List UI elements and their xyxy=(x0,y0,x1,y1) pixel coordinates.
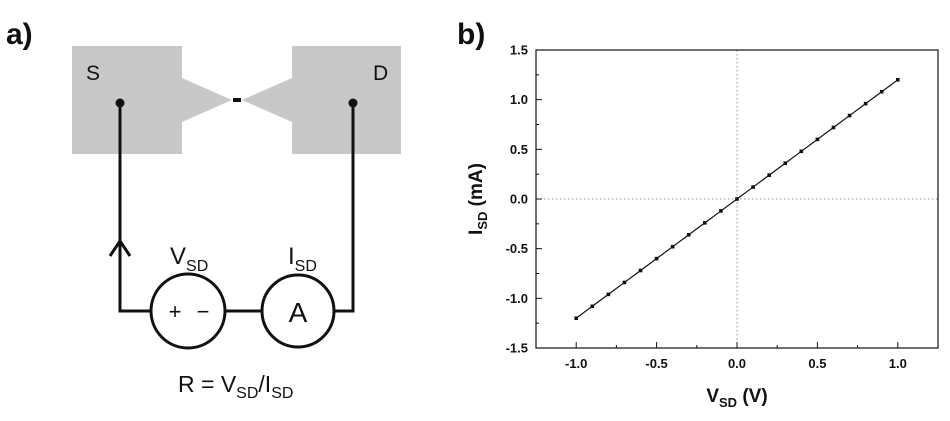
minus-sign: − xyxy=(197,299,210,324)
y-axis-title: ISD (mA) xyxy=(466,163,490,235)
data-point xyxy=(670,244,675,249)
y-tick-label: 0.0 xyxy=(510,192,528,207)
data-point xyxy=(863,101,868,106)
current-label: ISD xyxy=(288,243,317,275)
data-point xyxy=(719,209,723,213)
ammeter-circle xyxy=(260,273,336,349)
data-point xyxy=(767,173,771,177)
voltage-source-circle xyxy=(149,272,227,350)
nanogap-junction xyxy=(233,98,241,102)
voltage-source: + − xyxy=(149,272,227,350)
data-point xyxy=(622,280,627,285)
x-tick-label: 0.5 xyxy=(808,356,826,371)
iv-chart: -1.0 -0.5 0.0 0.5 1.0 -1.5 -1.0 -0.5 0.0 0.5 1.0 1… xyxy=(466,43,939,410)
x-axis-title: VSD (V) xyxy=(706,386,767,410)
y-tick-label: -1.0 xyxy=(506,291,528,306)
data-point xyxy=(638,268,643,273)
ammeter-label: A xyxy=(289,297,308,328)
x-tick-label: -1.0 xyxy=(565,356,587,371)
panel-a-label: a) xyxy=(6,18,33,51)
x-tick-label: -0.5 xyxy=(645,356,667,371)
data-point xyxy=(703,221,707,225)
current-arrow-icon xyxy=(108,238,132,257)
x-tick-label: 0.0 xyxy=(728,356,746,371)
data-point xyxy=(815,137,820,142)
data-point xyxy=(574,316,578,320)
x-tick-label: 1.0 xyxy=(889,356,907,371)
wire-drain xyxy=(335,103,355,313)
y-axis-ticks: -1.5 -1.0 -0.5 0.0 0.5 1.0 1.5 xyxy=(506,43,542,356)
data-point xyxy=(751,185,755,189)
source-label: S xyxy=(86,62,100,85)
y-tick-label: -0.5 xyxy=(506,241,528,256)
data-point xyxy=(606,292,611,297)
data-point xyxy=(590,304,595,309)
wire-source xyxy=(118,103,150,313)
data-point xyxy=(686,232,691,237)
y-tick-label: 1.5 xyxy=(510,43,528,58)
resistance-formula: R = VSD/ISD xyxy=(178,371,293,402)
data-point xyxy=(783,161,788,166)
data-point xyxy=(654,256,659,261)
data-point xyxy=(831,125,836,130)
data-point xyxy=(879,89,884,94)
data-point xyxy=(735,197,739,201)
ammeter: A xyxy=(260,273,336,349)
data-point xyxy=(896,78,900,82)
x-axis-ticks: -1.0 -0.5 0.0 0.5 1.0 xyxy=(565,342,907,371)
drain-electrode xyxy=(242,46,401,154)
drain-label: D xyxy=(373,62,388,85)
y-tick-label: 0.5 xyxy=(510,142,528,157)
panel-b-label: b) xyxy=(457,18,485,51)
voltage-label: VSD xyxy=(170,243,208,275)
data-point xyxy=(847,113,852,118)
y-tick-label: 1.0 xyxy=(510,92,528,107)
data-point xyxy=(799,149,804,154)
data-series xyxy=(574,78,900,320)
plus-sign: + xyxy=(169,299,182,324)
circuit-wires xyxy=(108,98,358,313)
source-electrode xyxy=(72,46,232,154)
y-tick-label: -1.5 xyxy=(506,341,528,356)
device-electrodes xyxy=(72,46,401,154)
